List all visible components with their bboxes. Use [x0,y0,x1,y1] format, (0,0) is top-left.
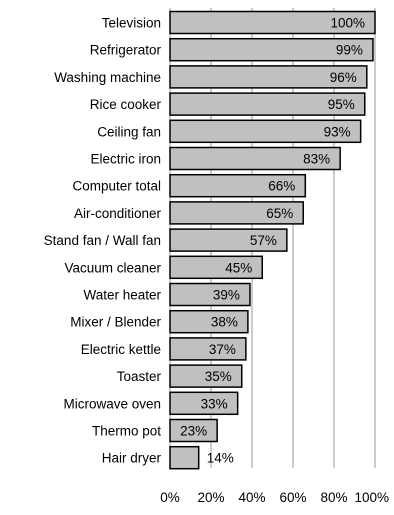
x-tick-label-40: 40% [238,490,265,505]
category-label-television: Television [102,16,161,31]
bar-mixer-blender [169,309,249,334]
bar-electric-iron [169,146,341,171]
value-label-computer-total: 66% [268,179,295,194]
bar-refrigerator [169,37,374,62]
value-label-stand-fan-wall-fan: 57% [250,233,277,248]
category-label-hair-dryer: Hair dryer [102,451,162,466]
value-label-hair-dryer: 14% [207,451,234,466]
value-label-ceiling-fan: 93% [324,124,351,139]
value-label-microwave-oven: 33% [201,396,228,411]
category-label-electric-iron: Electric iron [90,152,161,167]
value-label-washing-machine: 96% [330,70,357,85]
x-tick-label-100: 100% [354,490,389,505]
value-label-electric-kettle: 37% [209,342,236,357]
x-tick-label-60: 60% [279,490,306,505]
category-label-vacuum-cleaner: Vacuum cleaner [64,260,161,275]
bar-microwave-oven [169,391,239,416]
category-label-ceiling-fan: Ceiling fan [97,124,161,139]
value-label-mixer-blender: 38% [211,315,238,330]
value-label-rice-cooker: 95% [328,97,355,112]
category-label-refrigerator: Refrigerator [90,43,162,58]
category-label-electric-kettle: Electric kettle [81,342,161,357]
bar-air-conditioner [169,201,304,225]
bar-water-heater [169,282,251,307]
bar-television [169,10,376,35]
bar-toaster [169,364,243,388]
category-label-microwave-oven: Microwave oven [63,396,161,411]
category-label-air-conditioner: Air-conditioner [74,206,162,221]
x-tick-labels: 0% 20% 40% 60% 80% 100% [160,490,389,505]
category-labels: Television Refrigerator Washing machine Ric… [44,16,162,466]
value-label-refrigerator: 99% [336,43,363,58]
bars [169,10,376,470]
value-label-toaster: 35% [205,369,232,384]
bar-computer-total [169,173,307,198]
value-label-television: 100% [330,16,365,31]
bar-electric-kettle [169,337,247,361]
value-label-electric-iron: 83% [303,152,330,167]
value-label-vacuum-cleaner: 45% [225,260,252,275]
value-label-water-heater: 39% [213,288,240,303]
bar-washing-machine [169,65,368,89]
bar-rice-cooker [169,92,366,116]
value-label-thermo-pot: 23% [180,424,207,439]
bar-hair-dryer [169,445,200,470]
category-label-rice-cooker: Rice cooker [90,97,162,112]
category-label-toaster: Toaster [117,369,162,384]
bar-ceiling-fan [169,119,362,144]
x-tick-label-20: 20% [197,490,224,505]
category-label-washing-machine: Washing machine [54,70,161,85]
category-label-mixer-blender: Mixer / Blender [70,315,161,330]
value-labels: 100% 99% 96% 95% 93% 83% 66% 65% 57% 45% 39% 38% 37%… [180,16,365,466]
x-tick-label-0: 0% [160,490,180,505]
value-label-air-conditioner: 65% [266,206,293,221]
category-label-thermo-pot: Thermo pot [92,424,161,439]
category-label-computer-total: Computer total [72,179,161,194]
bar-stand-fan-wall-fan [169,228,288,252]
bar-thermo-pot [169,418,218,443]
category-label-stand-fan-wall-fan: Stand fan / Wall fan [44,233,161,248]
x-tick-label-80: 80% [320,490,347,505]
category-label-water-heater: Water heater [83,288,161,303]
bar-vacuum-cleaner [169,255,263,280]
